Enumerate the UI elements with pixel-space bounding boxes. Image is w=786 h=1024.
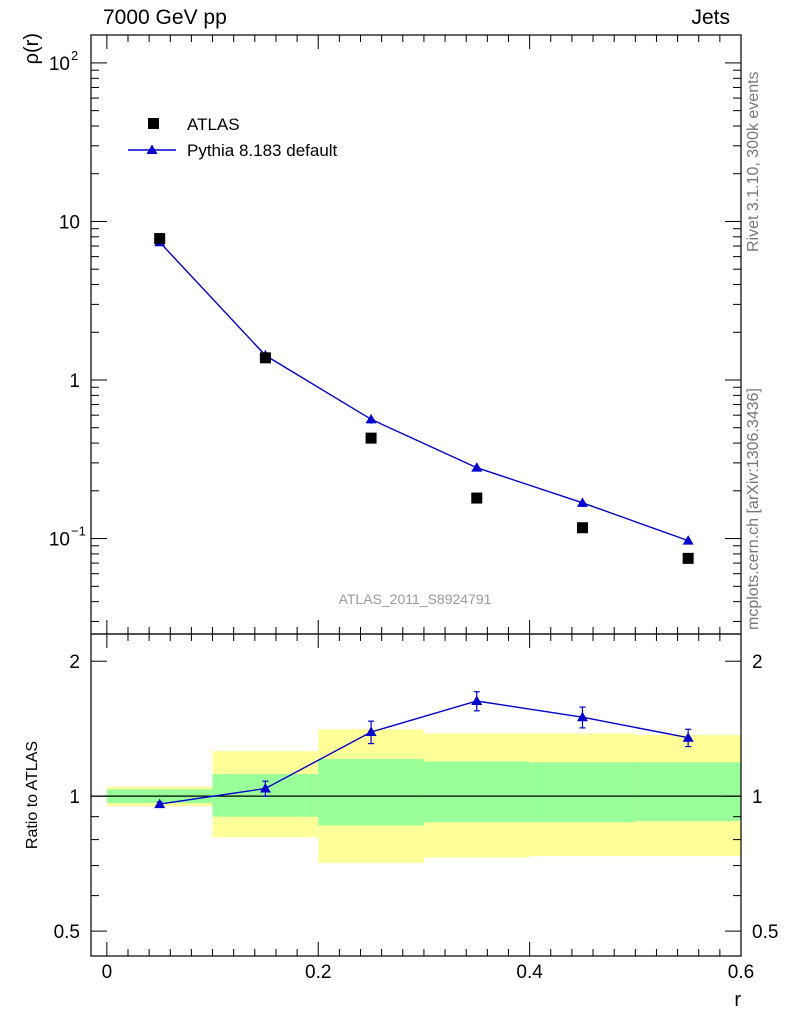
x-axis-label: r bbox=[734, 989, 741, 1011]
ratio-y-tick-label-right: 2 bbox=[752, 652, 763, 673]
ratio-mc-point bbox=[154, 798, 166, 809]
atlas-point bbox=[365, 432, 377, 444]
x-tick-label: 0.4 bbox=[516, 962, 543, 983]
mc-point bbox=[471, 462, 483, 472]
ratio-frame bbox=[90, 633, 742, 957]
ratio-panel bbox=[91, 691, 741, 863]
main-y-tick-label: 1 bbox=[69, 371, 80, 392]
legend-atlas-label: ATLAS bbox=[187, 115, 240, 134]
x-tick-label: 0 bbox=[102, 962, 113, 983]
atlas-point bbox=[682, 552, 694, 564]
main-y-tick-label: 10 bbox=[59, 212, 80, 233]
header-left: 7000 GeV pp bbox=[103, 6, 227, 29]
legend-mc-label: Pythia 8.183 default bbox=[187, 141, 338, 160]
mc-point bbox=[365, 413, 377, 424]
analysis-label: ATLAS_2011_S8924791 bbox=[339, 591, 492, 607]
ratio-mc-point bbox=[259, 783, 271, 793]
ratio-y-tick-label-right: 1 bbox=[752, 787, 763, 808]
ratio-mc-point bbox=[682, 732, 694, 742]
ratio-mc-point bbox=[471, 695, 483, 706]
ratio-mc-point bbox=[365, 726, 377, 737]
main-panel: ATLAS Pythia 8.183 default ATLAS_2011_S892… bbox=[128, 115, 694, 607]
x-tick-label: 0.6 bbox=[728, 962, 754, 983]
main-y-tick-exponent: −1 bbox=[71, 524, 86, 539]
legend-atlas-marker bbox=[148, 118, 159, 129]
main-y-axis-label: ρ(r) bbox=[21, 33, 43, 64]
legend-mc-marker bbox=[146, 144, 158, 154]
atlas-point bbox=[576, 522, 588, 534]
ratio-band-green bbox=[635, 762, 741, 822]
main-y-tick-label: 10 bbox=[49, 530, 70, 551]
ratio-y-tick-label: 0.5 bbox=[54, 922, 80, 943]
main-y-tick-exponent: 2 bbox=[71, 48, 78, 63]
ratio-y-tick-label: 1 bbox=[69, 787, 80, 808]
atlas-point bbox=[259, 352, 271, 364]
ratio-band-green bbox=[318, 759, 424, 826]
mc-line bbox=[159, 241, 689, 542]
mc-point bbox=[682, 535, 694, 545]
ratio-y-tick-label: 2 bbox=[69, 652, 80, 673]
ratio-y-tick-label-right: 0.5 bbox=[752, 922, 778, 943]
atlas-point bbox=[154, 233, 166, 245]
mc-point bbox=[576, 497, 588, 507]
ratio-band-green bbox=[529, 762, 636, 823]
ratio-mc-line bbox=[159, 700, 689, 805]
main-y-tick-label: 10 bbox=[49, 54, 70, 75]
ratio-y-axis-label: Ratio to ATLAS bbox=[24, 741, 41, 849]
header-right: Jets bbox=[691, 6, 730, 29]
atlas-point bbox=[471, 492, 483, 504]
ratio-mc-point bbox=[576, 711, 588, 722]
x-tick-label: 0.2 bbox=[305, 962, 331, 983]
ratio-band-green bbox=[423, 761, 530, 823]
